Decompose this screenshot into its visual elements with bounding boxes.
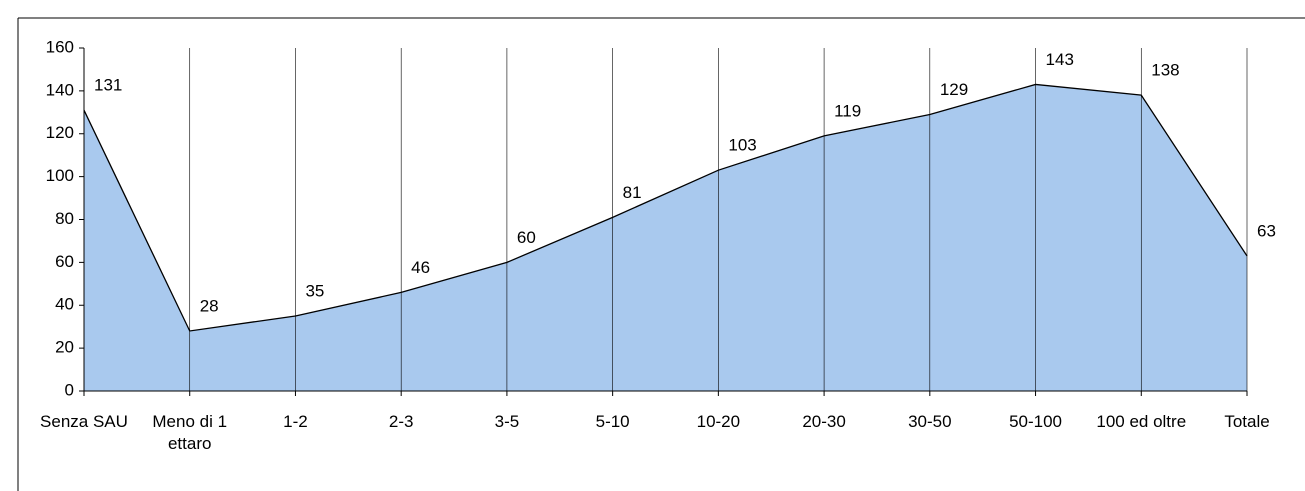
value-label: 28 [200, 296, 219, 315]
y-tick-label: 0 [65, 380, 74, 399]
y-tick-label: 140 [46, 80, 74, 99]
x-tick-label: Totale [1224, 412, 1270, 431]
value-label: 103 [728, 136, 756, 155]
y-tick-label: 120 [46, 123, 74, 142]
y-tick-label: 100 [46, 166, 74, 185]
value-label: 131 [94, 76, 122, 95]
x-tick-label: 50-100 [1009, 412, 1062, 431]
x-tick-label: 20-30 [802, 412, 846, 431]
value-label: 81 [623, 183, 642, 202]
value-label: 143 [1046, 50, 1074, 69]
x-tick-label: Senza SAU [40, 412, 128, 431]
value-label: 129 [940, 80, 968, 99]
value-label: 35 [305, 281, 324, 300]
value-label: 46 [411, 258, 430, 277]
value-label: 63 [1257, 221, 1276, 240]
area [84, 84, 1247, 391]
y-tick-label: 80 [55, 209, 74, 228]
value-label: 60 [517, 228, 536, 247]
x-tick-label: 3-5 [494, 412, 520, 431]
area-line [83, 83, 1248, 332]
value-label: 138 [1151, 61, 1179, 80]
x-tick-label: 10-20 [696, 412, 741, 431]
x-tick-label: 1-2 [283, 412, 308, 431]
x-tick-label: 100 ed oltre [1096, 412, 1187, 431]
x-tick-label: 30-50 [908, 412, 952, 431]
y-tick-label: 20 [55, 338, 74, 357]
y-tick-label: 160 [46, 37, 74, 56]
value-label: 119 [834, 101, 861, 120]
x-tick-label: 5-10 [595, 412, 630, 431]
y-tick-label: 60 [55, 252, 74, 271]
y-tick-label: 40 [55, 295, 74, 314]
x-tick-label: 2-3 [388, 412, 414, 431]
x-tick-label: Meno di 1 ettaro [152, 412, 228, 453]
